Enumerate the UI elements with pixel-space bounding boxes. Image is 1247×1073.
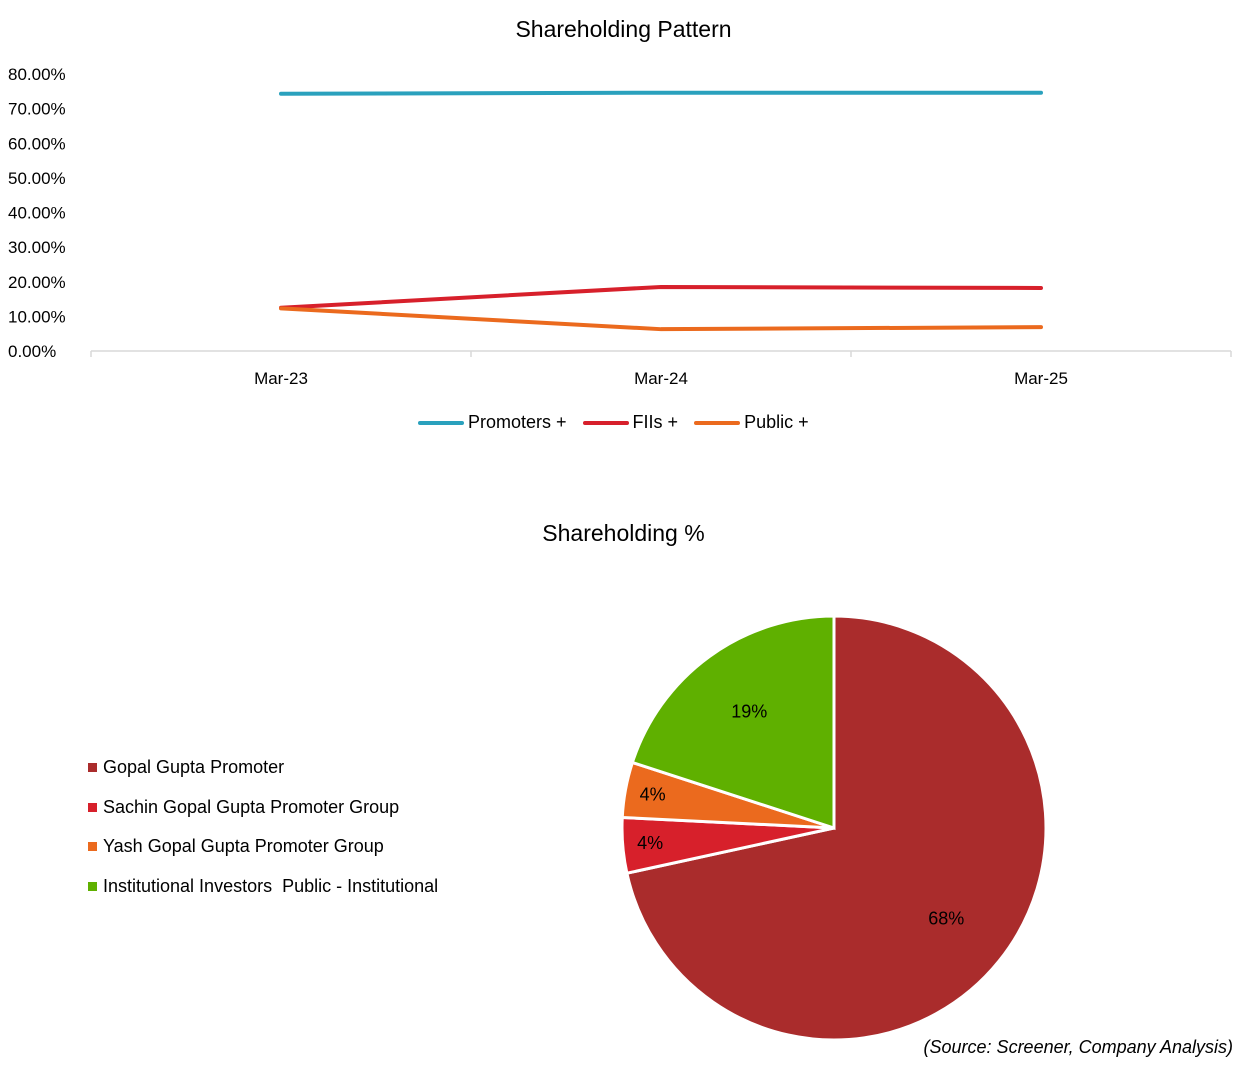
slice-label: 4% <box>640 785 666 805</box>
legend-swatch <box>88 881 97 891</box>
legend-label: Gopal Gupta Promoter <box>103 757 285 778</box>
slice-label: 19% <box>731 701 767 721</box>
x-tick-label: Mar-23 <box>254 369 308 388</box>
y-tick-label: 80.00% <box>8 65 66 84</box>
legend-item: Institutional Investors Public - Institu… <box>88 867 438 907</box>
legend-label: Sachin Gopal Gupta Promoter Group <box>103 796 400 817</box>
legend-line-marker <box>694 420 741 425</box>
legend-swatch <box>88 802 97 812</box>
pie-chart-legend: Gopal Gupta Promoter Sachin Gopal Gupta P… <box>88 748 438 906</box>
y-tick-label: 40.00% <box>8 204 66 223</box>
legend-line-marker <box>582 420 629 425</box>
legend-swatch <box>88 842 97 852</box>
y-tick-label: 20.00% <box>8 273 66 292</box>
legend-label: Yash Gopal Gupta Promoter Group <box>103 836 384 857</box>
pie-slice <box>630 614 836 831</box>
legend-item: Sachin Gopal Gupta Promoter Group <box>88 788 438 828</box>
y-tick-label: 60.00% <box>8 134 66 153</box>
y-tick-label: 0.00% <box>8 342 56 361</box>
line-chart-title: Shareholding Pattern <box>515 16 732 42</box>
legend-item: Promoters + <box>418 412 567 433</box>
y-tick-label: 70.00% <box>8 100 66 119</box>
legend-line-marker <box>418 420 464 425</box>
legend-label: Institutional Investors Public - Institu… <box>103 875 439 896</box>
x-tick-label: Mar-24 <box>634 369 688 388</box>
pie-slice <box>625 614 1048 1042</box>
source-note: (Source: Screener, Company Analysis) <box>923 1037 1233 1057</box>
x-tick-label: Mar-25 <box>1014 369 1068 388</box>
legend-label: Public + <box>744 412 809 432</box>
series-line <box>279 284 1043 310</box>
slice-label: 68% <box>928 908 964 928</box>
legend-item: Gopal Gupta Promoter <box>88 748 438 788</box>
series-line <box>279 90 1043 96</box>
slice-label: 4% <box>637 833 663 853</box>
legend-item: Public + <box>694 412 809 433</box>
legend-swatch <box>88 763 97 773</box>
line-chart-legend: Promoters + FIIs + Public + <box>418 412 819 433</box>
legend-item: Yash Gopal Gupta Promoter Group <box>88 827 438 867</box>
legend-item: FIIs + <box>582 412 679 433</box>
y-tick-label: 50.00% <box>8 169 66 188</box>
legend-label: Promoters + <box>468 412 567 432</box>
y-tick-label: 30.00% <box>8 238 66 257</box>
line-chart: 0.00% 10.00% 20.00% 30.00% 40.00% 50.00% 60.00… <box>8 65 1232 388</box>
pie-chart-title: Shareholding % <box>542 520 705 546</box>
series-line <box>279 306 1043 332</box>
y-tick-label: 10.00% <box>8 307 66 326</box>
legend-label: FIIs + <box>632 412 679 432</box>
